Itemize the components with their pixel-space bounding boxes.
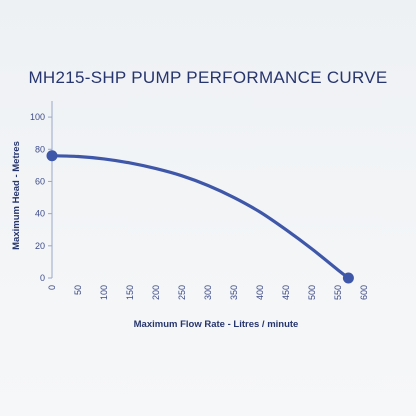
y-tick-label: 20 [35,241,45,251]
x-tick-label: 100 [99,285,109,300]
x-tick-label: 350 [229,285,239,300]
x-tick-label: 500 [307,285,317,300]
x-tick-label: 200 [151,285,161,300]
y-tick-label: 60 [35,176,45,186]
x-tick-label: 50 [73,285,83,295]
chart-series [46,150,354,284]
x-tick-label: 150 [125,285,135,300]
series-line [50,154,350,280]
x-tick-label: 250 [177,285,187,300]
y-tick-label: 40 [35,209,45,219]
x-tick-label: 450 [281,285,291,300]
x-tick-label: 0 [47,285,57,290]
y-tick-label: 80 [35,144,45,154]
y-tick-label: 100 [30,112,45,122]
x-tick-label: 600 [359,285,369,300]
x-tick-label: 300 [203,285,213,300]
y-axis-label: Maximum Head - Metres [11,141,22,250]
chart-title: MH215-SHP PUMP PERFORMANCE CURVE [28,68,388,87]
chart-ticks: 0 20 40 60 80 100 0 50 100 150 200 250 300 350 400 450 5… [30,112,369,300]
data-point [342,272,354,284]
x-tick-label: 550 [333,285,343,300]
x-tick-label: 400 [255,285,265,300]
x-axis-label: Maximum Flow Rate - Litres / minute [134,319,299,330]
y-tick-label: 0 [40,273,45,283]
data-point [46,150,58,162]
